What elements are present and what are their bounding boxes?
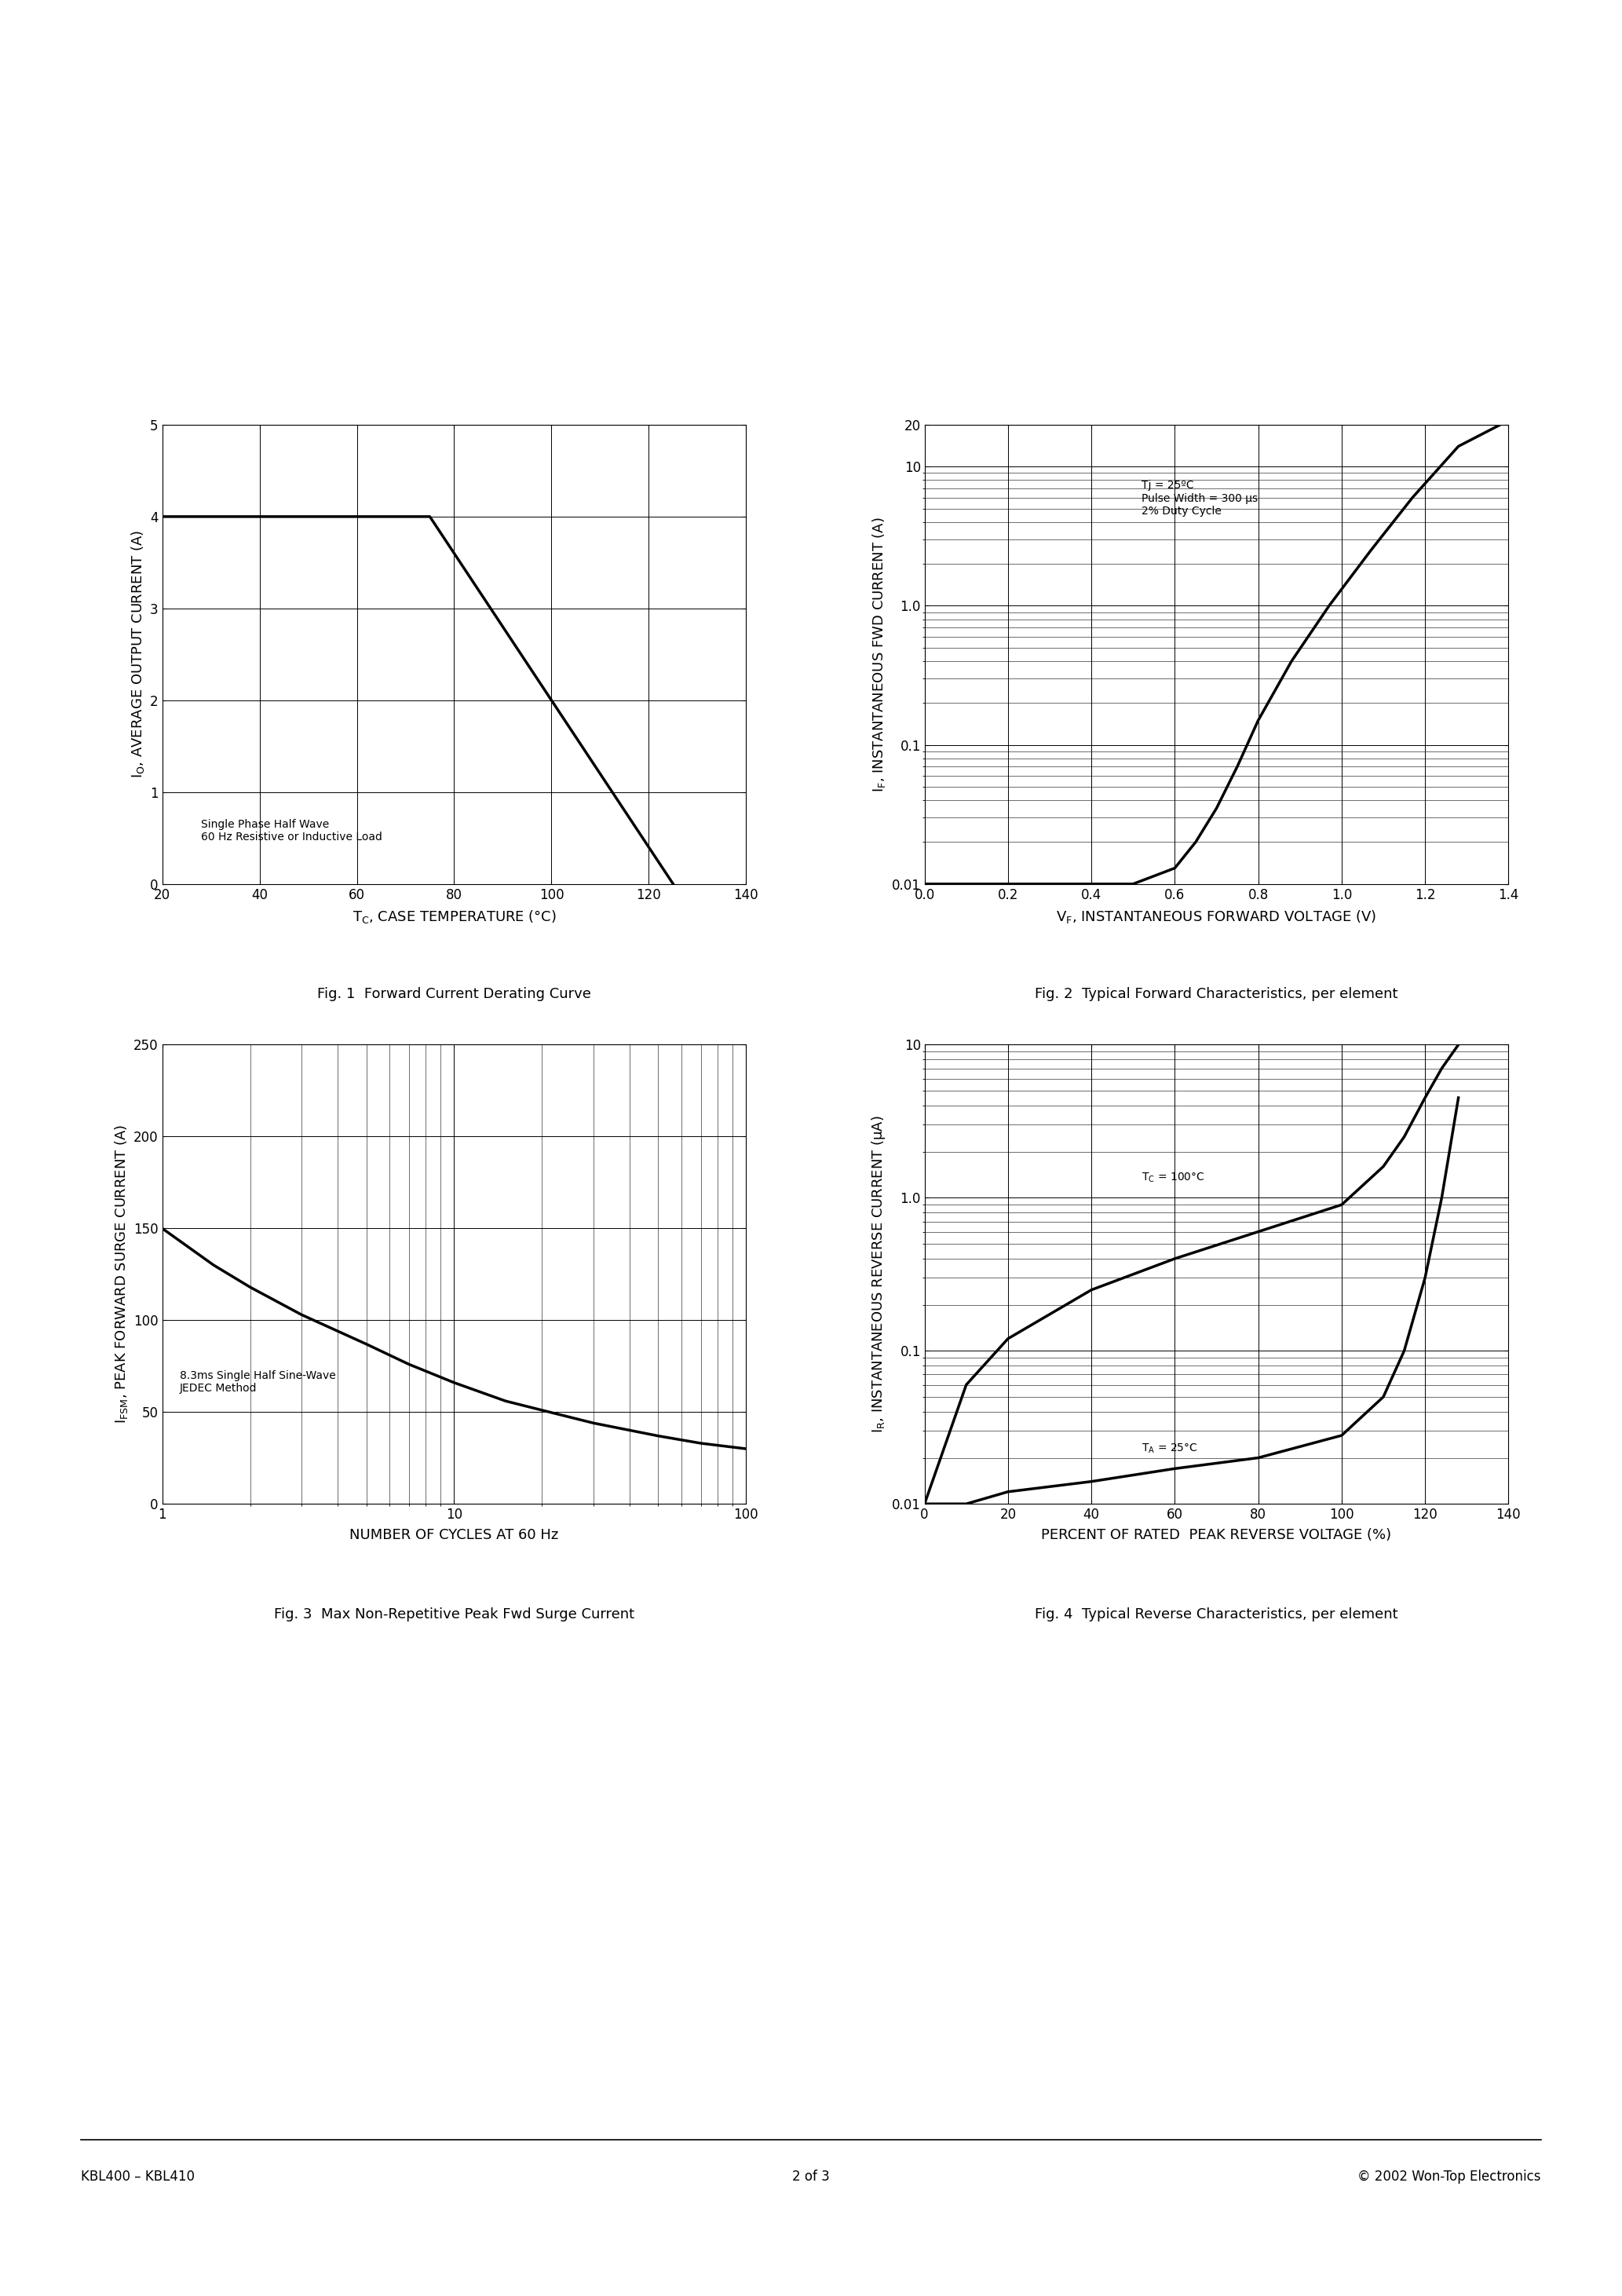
Text: 8.3ms Single Half Sine-Wave
JEDEC Method: 8.3ms Single Half Sine-Wave JEDEC Method: [180, 1371, 336, 1394]
X-axis label: T$_C$, CASE TEMPERATURE (°C): T$_C$, CASE TEMPERATURE (°C): [352, 909, 556, 925]
Text: T$_A$ = 25°C: T$_A$ = 25°C: [1142, 1442, 1197, 1456]
Text: KBL400 – KBL410: KBL400 – KBL410: [81, 2170, 195, 2183]
Text: Single Phase Half Wave
60 Hz Resistive or Inductive Load: Single Phase Half Wave 60 Hz Resistive o…: [201, 820, 383, 843]
Text: Fig. 4  Typical Reverse Characteristics, per element: Fig. 4 Typical Reverse Characteristics, …: [1035, 1607, 1398, 1621]
Y-axis label: I$_{FSM}$, PEAK FORWARD SURGE CURRENT (A): I$_{FSM}$, PEAK FORWARD SURGE CURRENT (A…: [112, 1125, 130, 1424]
Text: Fig. 3  Max Non-Repetitive Peak Fwd Surge Current: Fig. 3 Max Non-Repetitive Peak Fwd Surge…: [274, 1607, 634, 1621]
Text: Tj = 25ºC
Pulse Width = 300 μs
2% Duty Cycle: Tj = 25ºC Pulse Width = 300 μs 2% Duty C…: [1142, 480, 1257, 517]
Text: Fig. 2  Typical Forward Characteristics, per element: Fig. 2 Typical Forward Characteristics, …: [1035, 987, 1398, 1001]
X-axis label: PERCENT OF RATED  PEAK REVERSE VOLTAGE (%): PERCENT OF RATED PEAK REVERSE VOLTAGE (%…: [1041, 1529, 1392, 1543]
X-axis label: V$_F$, INSTANTANEOUS FORWARD VOLTAGE (V): V$_F$, INSTANTANEOUS FORWARD VOLTAGE (V): [1056, 909, 1377, 925]
Text: 2 of 3: 2 of 3: [792, 2170, 830, 2183]
Text: © 2002 Won-Top Electronics: © 2002 Won-Top Electronics: [1358, 2170, 1541, 2183]
Text: Fig. 1  Forward Current Derating Curve: Fig. 1 Forward Current Derating Curve: [318, 987, 590, 1001]
Text: T$_C$ = 100°C: T$_C$ = 100°C: [1142, 1171, 1205, 1185]
Y-axis label: I$_O$, AVERAGE OUTPUT CURRENT (A): I$_O$, AVERAGE OUTPUT CURRENT (A): [130, 530, 146, 778]
Y-axis label: I$_F$, INSTANTANEOUS FWD CURRENT (A): I$_F$, INSTANTANEOUS FWD CURRENT (A): [871, 517, 887, 792]
X-axis label: NUMBER OF CYCLES AT 60 Hz: NUMBER OF CYCLES AT 60 Hz: [350, 1529, 558, 1543]
Y-axis label: I$_R$, INSTANTANEOUS REVERSE CURRENT (μA): I$_R$, INSTANTANEOUS REVERSE CURRENT (μA…: [869, 1116, 887, 1433]
